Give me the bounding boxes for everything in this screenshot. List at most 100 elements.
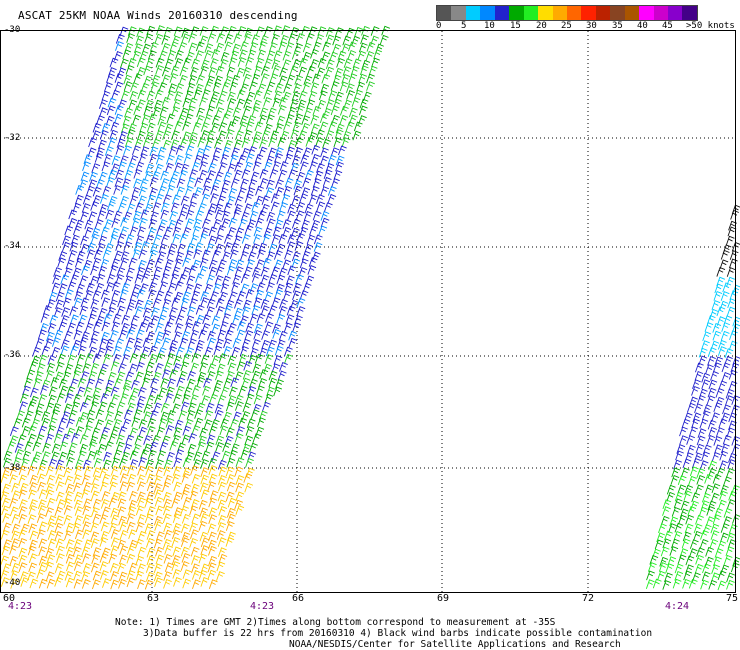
wind-barb — [217, 514, 227, 525]
wind-barb — [288, 337, 298, 348]
wind-barb — [111, 457, 121, 468]
wind-barb — [237, 57, 247, 67]
wind-barb — [32, 441, 42, 452]
wind-barb — [235, 457, 245, 467]
wind-barb — [193, 283, 203, 294]
wind-barb — [232, 107, 242, 118]
wind-barb — [260, 73, 270, 83]
wind-barb — [683, 570, 693, 581]
wind-barb — [254, 154, 264, 164]
wind-barb — [217, 474, 227, 485]
wind-barb — [658, 562, 668, 572]
wind-barb — [92, 467, 102, 477]
wind-barb — [97, 210, 107, 220]
wind-barb — [168, 346, 177, 356]
wind-barb — [189, 169, 198, 179]
wind-barb — [279, 67, 288, 78]
wind-barb — [106, 176, 115, 187]
wind-barb — [85, 417, 95, 428]
wind-barb — [695, 554, 704, 565]
wind-barb — [695, 514, 704, 525]
lat-label-36: -36 — [4, 350, 21, 360]
wind-barb — [189, 394, 199, 405]
wind-barb — [155, 154, 165, 165]
wind-barb — [132, 145, 141, 156]
wind-barb — [180, 546, 190, 557]
wind-barb — [174, 154, 184, 165]
wind-barb — [197, 202, 207, 213]
wind-barb — [18, 499, 28, 509]
wind-barb — [177, 442, 186, 453]
wind-barb — [311, 153, 321, 164]
wind-barb — [36, 465, 46, 476]
wind-barb — [725, 388, 735, 399]
wind-barb — [373, 49, 383, 60]
wind-barb — [674, 522, 684, 533]
wind-barb — [105, 379, 115, 390]
wind-barb — [66, 427, 76, 438]
wind-barb — [222, 146, 231, 157]
wind-barb — [83, 259, 93, 270]
wind-barb — [107, 371, 117, 382]
wind-barb — [214, 171, 224, 182]
wind-barb — [200, 577, 210, 587]
colorbar-segment — [494, 6, 510, 20]
lon-label-60: 60 — [3, 593, 16, 604]
wind-barb — [91, 507, 100, 517]
wind-barb — [145, 361, 155, 372]
wind-barb — [236, 329, 246, 340]
wind-barb — [60, 274, 70, 285]
wind-barb — [332, 43, 342, 54]
wind-barb — [210, 185, 220, 195]
wind-barb — [64, 530, 73, 541]
wind-barb — [314, 170, 324, 181]
colorbar-segment — [653, 6, 668, 20]
wind-barb — [325, 99, 335, 109]
wind-barb — [348, 73, 358, 84]
wind-barb — [323, 202, 333, 212]
wind-barb — [186, 275, 196, 285]
wind-barb — [204, 80, 213, 91]
wind-barb — [182, 131, 192, 142]
wind-barb — [72, 522, 82, 533]
wind-barb — [724, 355, 733, 366]
wind-barb — [162, 298, 172, 309]
wind-barb — [711, 412, 720, 422]
wind-barb — [134, 273, 144, 284]
wind-barb — [723, 507, 733, 518]
wind-barb — [268, 273, 278, 284]
wind-barb — [171, 561, 181, 571]
wind-barb — [73, 570, 83, 581]
wind-barb — [197, 441, 206, 452]
wind-barb — [18, 489, 28, 500]
wind-barb — [162, 538, 172, 549]
wind-barb — [704, 556, 714, 567]
wind-barb — [206, 434, 216, 445]
wind-barb — [343, 99, 352, 110]
wind-barb — [671, 538, 680, 549]
wind-barb — [692, 379, 701, 389]
wind-barb — [190, 362, 200, 373]
wind-barb — [234, 195, 244, 206]
wind-barb — [84, 290, 94, 300]
wind-barb — [727, 459, 737, 469]
wind-barb — [92, 130, 101, 140]
wind-barb — [263, 161, 273, 172]
wind-barb — [136, 288, 146, 299]
wind-barb — [189, 522, 198, 533]
wind-barb — [64, 393, 74, 403]
wind-barb — [99, 433, 108, 444]
wind-barb — [259, 177, 269, 188]
wind-barb — [263, 227, 273, 238]
wind-barb — [155, 322, 164, 333]
wind-barb — [79, 402, 89, 412]
wind-barb — [719, 460, 728, 470]
wind-barb — [96, 147, 105, 158]
wind-barb — [359, 98, 369, 109]
wind-barb — [191, 352, 201, 363]
wind-barb — [142, 337, 152, 348]
wind-barb — [104, 419, 114, 430]
wind-barb — [226, 507, 236, 518]
wind-barb — [180, 203, 190, 214]
wind-barb — [320, 155, 329, 166]
